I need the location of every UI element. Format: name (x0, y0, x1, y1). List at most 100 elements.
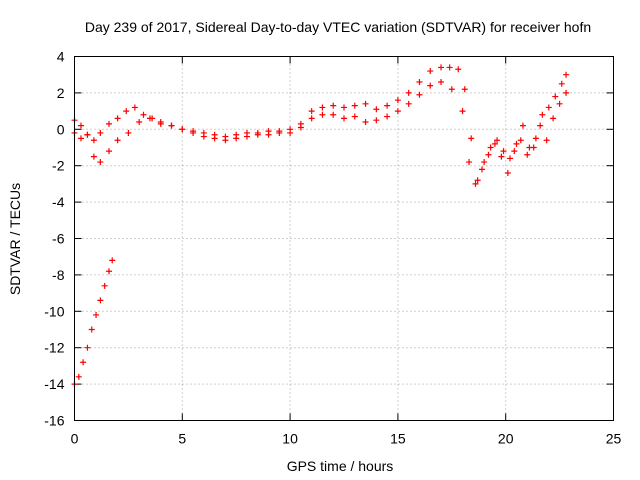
data-point (474, 177, 481, 184)
data-point (233, 135, 240, 142)
data-point (109, 257, 116, 264)
data-point (394, 108, 401, 115)
data-point (448, 86, 455, 93)
data-point (319, 111, 326, 118)
data-point (468, 135, 475, 142)
data-point (131, 104, 138, 111)
x-tick-label: 5 (178, 431, 186, 447)
data-point (427, 82, 434, 89)
x-tick-label: 0 (71, 431, 79, 447)
data-point (200, 133, 207, 140)
data-point (394, 97, 401, 104)
data-point (351, 102, 358, 109)
data-point (461, 86, 468, 93)
data-point (211, 135, 218, 142)
data-point (80, 359, 87, 366)
data-point (466, 159, 473, 166)
data-point (330, 102, 337, 109)
data-point (243, 133, 250, 140)
chart-title: Day 239 of 2017, Sidereal Day-to-day VTE… (85, 19, 591, 35)
data-point (362, 119, 369, 126)
y-tick-label: -14 (44, 376, 64, 392)
data-point (157, 120, 164, 127)
data-point (93, 311, 100, 318)
data-point (308, 115, 315, 122)
y-tick-label: -8 (52, 267, 65, 283)
data-point (341, 104, 347, 111)
data-point (308, 108, 315, 115)
data-point (125, 129, 132, 136)
data-point (384, 102, 391, 109)
data-point (105, 120, 112, 127)
y-tick-label: -12 (44, 340, 64, 356)
data-point (384, 113, 391, 120)
data-point (517, 137, 524, 144)
data-point (179, 126, 186, 133)
data-point (532, 135, 539, 142)
data-point (513, 140, 520, 147)
data-point (330, 111, 337, 118)
x-tick-label: 10 (282, 431, 298, 447)
series-trace-2 (71, 78, 570, 187)
data-point (97, 159, 104, 166)
series-trace-1 (71, 64, 570, 184)
y-tick-label: 4 (57, 49, 65, 65)
data-point (105, 268, 112, 275)
data-point (524, 151, 531, 158)
x-tick-label: 25 (606, 431, 622, 447)
data-point (446, 64, 453, 71)
data-point (459, 108, 466, 115)
data-point (97, 129, 104, 136)
data-point (90, 153, 97, 160)
data-point (105, 148, 112, 155)
data-point (140, 111, 147, 118)
data-point (319, 104, 326, 111)
data-point (297, 124, 304, 131)
data-point (77, 122, 84, 129)
data-point (556, 100, 563, 107)
y-tick-label: -10 (44, 303, 64, 319)
data-point (190, 129, 197, 136)
y-axis-label: SDTVAR / TECUs (7, 183, 23, 295)
data-point (498, 153, 505, 160)
data-point (427, 68, 434, 75)
data-point (97, 297, 104, 304)
data-point (416, 91, 423, 98)
x-axis-label: GPS time / hours (287, 458, 394, 474)
data-point (558, 80, 565, 87)
data-point (77, 135, 84, 142)
grid (74, 56, 614, 421)
data-point (341, 115, 347, 122)
y-tick-label: 0 (57, 121, 65, 137)
data-point (84, 131, 91, 138)
y-tick-label: -6 (52, 231, 65, 247)
data-point (530, 144, 537, 151)
data-point (438, 78, 445, 85)
data-point (101, 282, 108, 289)
data-point (254, 131, 261, 138)
y-tick-label: -16 (44, 413, 64, 429)
x-tick-label: 15 (390, 431, 406, 447)
data-point (168, 122, 175, 129)
data-point (539, 111, 546, 118)
series-trace-3 (71, 257, 116, 388)
plot-frame (74, 56, 614, 421)
data-point (478, 166, 485, 173)
data-point (537, 122, 544, 129)
data-point (507, 155, 514, 162)
data-points (71, 64, 570, 388)
data-point (552, 93, 559, 100)
y-tick-label: 2 (57, 85, 65, 101)
data-point (405, 100, 412, 107)
data-point (123, 108, 130, 115)
y-tick-label: -2 (52, 158, 65, 174)
data-point (491, 140, 498, 147)
data-point (265, 131, 272, 138)
data-point (545, 104, 552, 111)
data-point (511, 148, 518, 155)
data-point (472, 180, 479, 187)
data-point (136, 119, 143, 126)
data-point (114, 115, 121, 122)
data-point (416, 78, 423, 85)
y-tick-label: -4 (52, 194, 65, 210)
